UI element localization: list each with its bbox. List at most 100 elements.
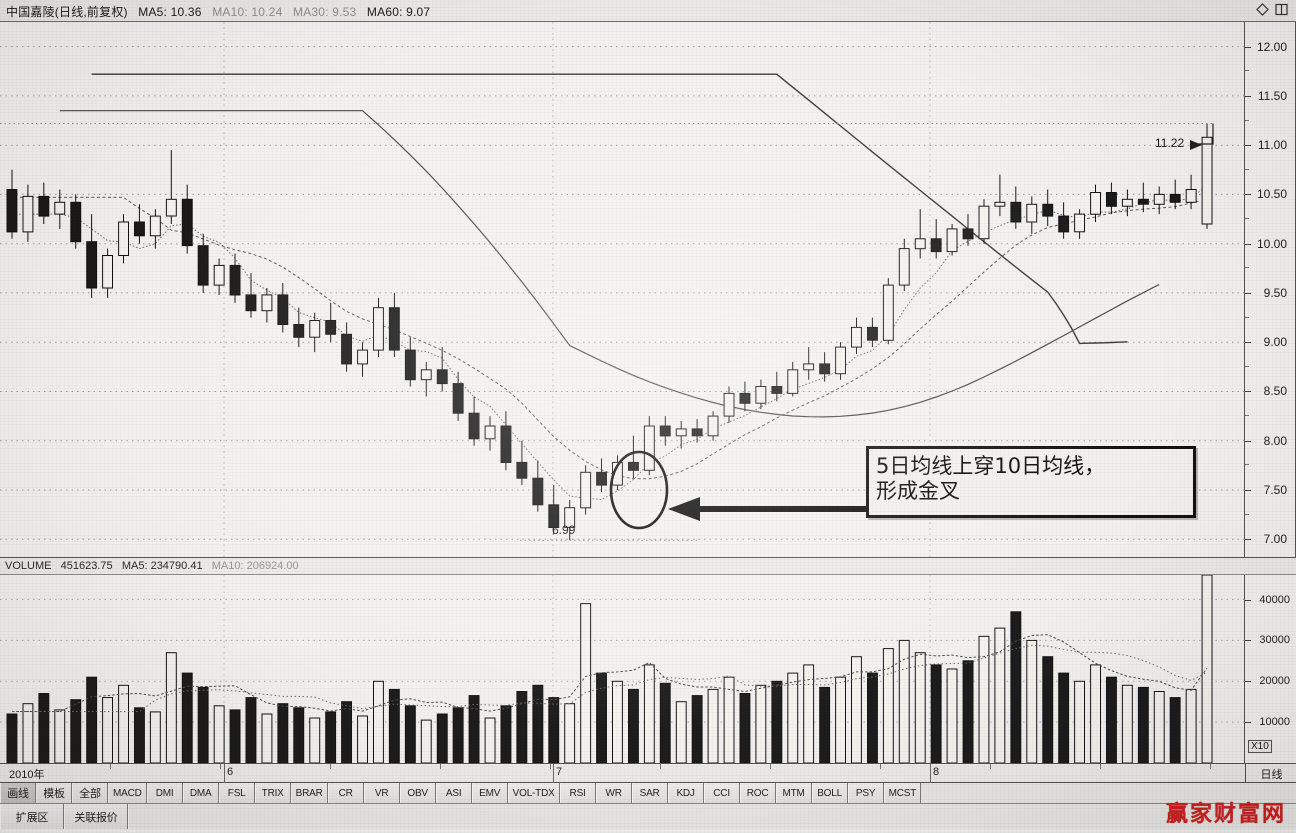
toolbar-button-roc[interactable]: ROC bbox=[739, 783, 776, 803]
date-axis-label: 2010年 bbox=[9, 769, 45, 781]
date-axis-label: 6 bbox=[227, 766, 234, 778]
diamond-icon[interactable] bbox=[1256, 3, 1269, 16]
volume-chart-panel[interactable] bbox=[0, 575, 1245, 763]
last-price-label: 11.22 bbox=[1155, 136, 1185, 150]
volume-bar-plot bbox=[0, 575, 1245, 763]
annotation-line-1: 5日均线上穿10日均线， bbox=[876, 454, 1106, 478]
volume-axis-label: 20000 bbox=[1259, 675, 1290, 688]
price-axis-tick bbox=[1245, 292, 1251, 294]
price-axis-minor-tick bbox=[1245, 70, 1249, 72]
volume-axis-tick bbox=[1245, 599, 1251, 601]
volume-ma10: MA10: 206924.00 bbox=[211, 560, 299, 572]
date-axis-minor-tick bbox=[110, 764, 111, 769]
toolbar2-button-linked-quote[interactable]: 关联报价 bbox=[64, 804, 128, 829]
date-axis-label: 7 bbox=[556, 766, 563, 778]
volume-multiplier-label: X10 bbox=[1248, 740, 1272, 753]
toolbar-button-dma[interactable]: DMA bbox=[182, 783, 219, 803]
price-y-axis: 12.00 11.50 11.00 10.50 10.00 9.50 9.00 8.50 8.0… bbox=[1245, 22, 1296, 564]
site-watermark: 赢家财富网 bbox=[1165, 802, 1286, 827]
toolbar-button-cci[interactable]: CCI bbox=[703, 783, 740, 803]
volume-indicator-name: VOLUME bbox=[5, 560, 52, 572]
toolbar-button-vr[interactable]: VR bbox=[363, 783, 400, 803]
volume-y-axis: X10 40000 30000 20000 10000 bbox=[1245, 575, 1296, 763]
date-axis-minor-tick bbox=[330, 764, 331, 769]
date-axis-minor-tick bbox=[770, 764, 771, 769]
toolbar-button-macd[interactable]: MACD bbox=[108, 783, 147, 803]
price-axis-minor-tick bbox=[1245, 168, 1249, 170]
toolbar2-button-expand-area[interactable]: 扩展区 bbox=[0, 804, 64, 829]
instrument-name: 中国嘉陵(日线,前复权) bbox=[6, 5, 128, 19]
toolbar-button--[interactable]: 全部 bbox=[72, 783, 108, 803]
price-axis-minor-tick bbox=[1245, 267, 1249, 269]
split-window-icon[interactable] bbox=[1275, 3, 1288, 16]
price-axis-tick bbox=[1245, 46, 1251, 48]
toolbar-button-cr[interactable]: CR bbox=[327, 783, 364, 803]
date-axis-separator bbox=[930, 764, 931, 784]
toolbar-button-brar[interactable]: BRAR bbox=[290, 783, 328, 803]
price-axis-tick bbox=[1245, 145, 1251, 147]
secondary-toolbar[interactable]: 扩展区 关联报价 bbox=[0, 804, 1296, 829]
date-axis-separator bbox=[224, 764, 225, 784]
toolbar-button-boll[interactable]: BOLL bbox=[811, 783, 848, 803]
price-axis-minor-tick bbox=[1245, 218, 1249, 220]
price-axis-tick bbox=[1245, 342, 1251, 344]
date-axis-minor-tick bbox=[1100, 764, 1101, 769]
price-axis-label: 11.00 bbox=[1257, 138, 1287, 153]
price-axis-tick bbox=[1245, 391, 1251, 393]
price-axis-label: 11.50 bbox=[1257, 88, 1287, 103]
toolbar-button-wr[interactable]: WR bbox=[595, 783, 632, 803]
ma60-readout: MA60: 9.07 bbox=[366, 5, 431, 19]
price-axis-tick bbox=[1245, 95, 1251, 97]
toolbar-button-vol-tdx[interactable]: VOL-TDX bbox=[507, 783, 560, 803]
date-axis-corner: 日线 bbox=[1245, 763, 1296, 783]
price-axis-minor-tick bbox=[1245, 513, 1249, 515]
annotation-callout-text: 5日均线上穿10日均线， 形成金叉 bbox=[869, 449, 1193, 509]
date-axis-minor-tick bbox=[440, 764, 441, 769]
date-axis-minor-tick bbox=[880, 764, 881, 769]
toolbar-button-psy[interactable]: PSY bbox=[847, 783, 884, 803]
indicator-toolbar[interactable]: 画线 模板 全部 MACD DMI DMA FSL TRIX BRAR CR VR OBV ASI EMV… bbox=[0, 783, 1296, 804]
price-axis-label: 9.50 bbox=[1263, 285, 1287, 300]
date-axis-minor-tick bbox=[550, 764, 551, 769]
price-axis-label: 7.00 bbox=[1263, 532, 1287, 547]
date-axis-minor-tick bbox=[220, 764, 221, 769]
price-axis-minor-tick bbox=[1245, 119, 1249, 121]
volume-axis-tick bbox=[1245, 722, 1251, 724]
price-axis-minor-tick bbox=[1245, 415, 1249, 417]
date-axis-label: 8 bbox=[933, 766, 940, 778]
price-axis-label: 8.50 bbox=[1263, 384, 1287, 399]
ma10-readout: MA10: 10.24 bbox=[212, 5, 283, 19]
toolbar-button-fsl[interactable]: FSL bbox=[218, 783, 255, 803]
price-axis-minor-tick bbox=[1245, 365, 1249, 367]
toolbar-button-mcst[interactable]: MCST bbox=[883, 783, 922, 803]
price-axis-tick bbox=[1245, 539, 1251, 541]
toolbar-button--[interactable]: 画线 bbox=[0, 783, 36, 803]
price-axis-label: 9.00 bbox=[1263, 335, 1287, 350]
price-axis-label: 12.00 bbox=[1256, 39, 1287, 54]
toolbar-button-dmi[interactable]: DMI bbox=[146, 783, 183, 803]
price-axis-label: 8.00 bbox=[1263, 433, 1287, 448]
toolbar-button--[interactable]: 模板 bbox=[36, 783, 72, 803]
volume-axis-tick bbox=[1245, 681, 1251, 683]
chart-title-row: 中国嘉陵(日线,前复权) MA5: 10.36 MA10: 10.24 MA30… bbox=[6, 3, 430, 20]
volume-ma5: MA5: 234790.41 bbox=[121, 560, 203, 572]
toolbar-button-trix[interactable]: TRIX bbox=[254, 783, 291, 803]
toolbar-button-obv[interactable]: OBV bbox=[399, 783, 436, 803]
volume-axis-label: 10000 bbox=[1259, 716, 1290, 729]
annotation-line-2: 形成金叉 bbox=[876, 478, 960, 503]
price-axis-label: 7.50 bbox=[1263, 483, 1287, 497]
date-x-axis: 2010年 6 7 8 bbox=[0, 763, 1245, 784]
price-axis-tick bbox=[1245, 440, 1251, 442]
date-axis-minor-tick bbox=[1210, 764, 1211, 769]
ma30-readout: MA30: 9.53 bbox=[293, 5, 357, 19]
toolbar-button-rsi[interactable]: RSI bbox=[559, 783, 596, 803]
toolbar-button-kdj[interactable]: KDJ bbox=[667, 783, 704, 803]
toolbar-button-emv[interactable]: EMV bbox=[471, 783, 508, 803]
toolbar-button-asi[interactable]: ASI bbox=[435, 783, 472, 803]
date-axis-separator bbox=[553, 764, 554, 784]
annotation-callout-box: 5日均线上穿10日均线， 形成金叉 bbox=[866, 446, 1196, 518]
toolbar-button-sar[interactable]: SAR bbox=[631, 783, 668, 803]
price-axis-tick bbox=[1245, 490, 1251, 491]
toolbar-button-mtm[interactable]: MTM bbox=[775, 783, 812, 803]
price-axis-tick bbox=[1245, 194, 1251, 196]
